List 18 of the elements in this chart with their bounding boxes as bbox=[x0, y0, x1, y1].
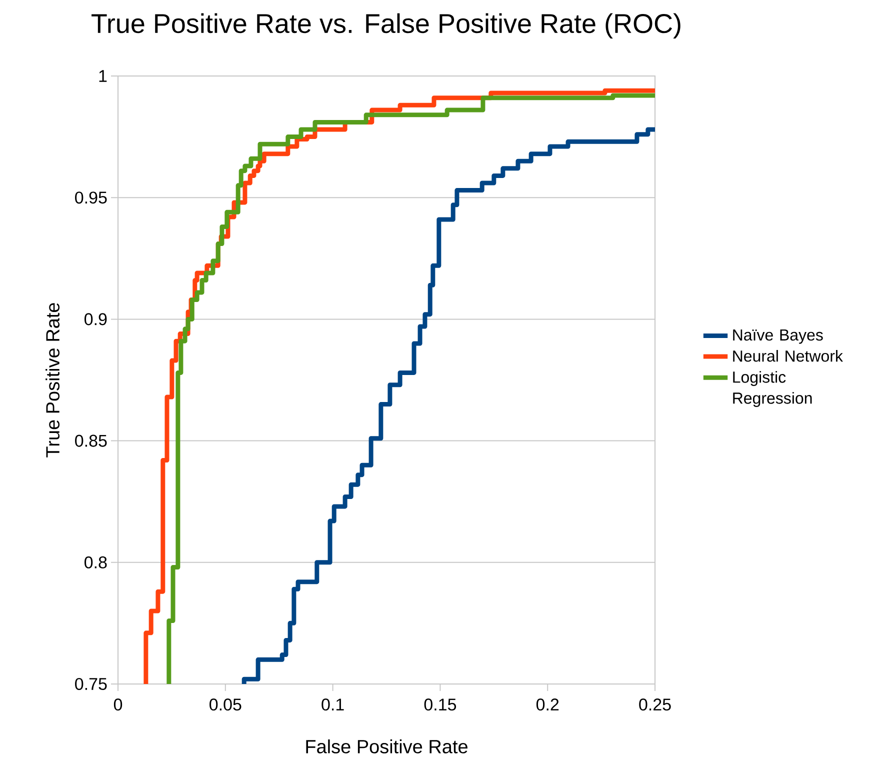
y-tick-label: 0.95 bbox=[75, 192, 107, 204]
y-tick-label: 0.9 bbox=[84, 313, 107, 326]
x-tick-label: 0.1 bbox=[322, 698, 344, 711]
x-tick-label: 0 bbox=[114, 698, 122, 711]
y-tick-label: 1 bbox=[99, 70, 107, 82]
legend-label: Logistic Regression bbox=[733, 371, 812, 407]
x-tick-label: 0.2 bbox=[536, 698, 559, 711]
y-tick-label: 0.8 bbox=[84, 556, 107, 568]
chart-title: True Positive Rate vs. False Positive Rate (ROC) bbox=[92, 13, 680, 38]
y-tick-label: 0.85 bbox=[75, 434, 107, 447]
x-tick-label: 0.25 bbox=[639, 698, 671, 711]
x-axis-title: False Positive Rate bbox=[306, 739, 468, 754]
y-tick-label: 0.75 bbox=[75, 678, 107, 690]
x-tick-label: 0.15 bbox=[424, 698, 456, 711]
x-tick-label: 0.05 bbox=[210, 698, 242, 711]
legend-label: Neural Network bbox=[733, 350, 843, 362]
legend-label: Naïve Bayes bbox=[733, 329, 823, 344]
y-axis-title: True Positive Rate bbox=[46, 303, 60, 458]
